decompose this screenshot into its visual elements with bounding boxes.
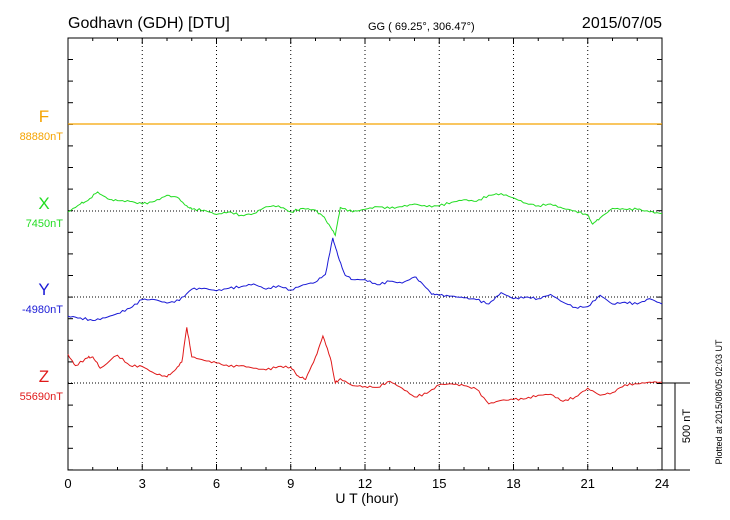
x-tick-label: 0 (64, 476, 71, 491)
series-name-y: Y (38, 280, 49, 299)
scale-bar-label: 500 nT (681, 409, 693, 444)
x-tick-label: 18 (506, 476, 520, 491)
x-tick-label: 21 (581, 476, 595, 491)
series-line-y (67, 237, 663, 322)
series-layer (67, 123, 663, 405)
series-labels: F 88880nT X 7450nT Y -4980nT Z 55690nT (20, 107, 64, 403)
x-tick-label: 6 (213, 476, 220, 491)
series-name-x: X (38, 194, 49, 213)
x-axis-label: U T (hour) (335, 490, 398, 506)
x-tick-label: 15 (432, 476, 446, 491)
station-title: Godhavn (GDH) [DTU] (68, 15, 230, 32)
axis-ticks (67, 38, 663, 471)
date-label: 2015/07/05 (582, 15, 662, 32)
coordinates-label: GG ( 69.25°, 306.47°) (368, 21, 475, 33)
series-baseline-f: 88880nT (20, 131, 64, 143)
series-line-x (67, 191, 663, 237)
x-tick-label: 3 (139, 476, 146, 491)
series-line-z (67, 327, 663, 405)
grid (141, 38, 589, 470)
series-baseline-y: -4980nT (22, 304, 63, 316)
x-tick-label: 9 (287, 476, 294, 491)
x-tick-label: 12 (358, 476, 372, 491)
series-name-f: F (39, 107, 49, 126)
plotted-note: Plotted at 2015/08/05 02:03 UT (714, 339, 724, 465)
x-tick-labels: 0 3 6 9 12 15 18 21 24 (64, 476, 669, 491)
series-baseline-z: 55690nT (20, 391, 64, 403)
series-baseline-x: 7450nT (26, 218, 64, 230)
series-name-z: Z (39, 367, 49, 386)
x-tick-label: 24 (655, 476, 669, 491)
